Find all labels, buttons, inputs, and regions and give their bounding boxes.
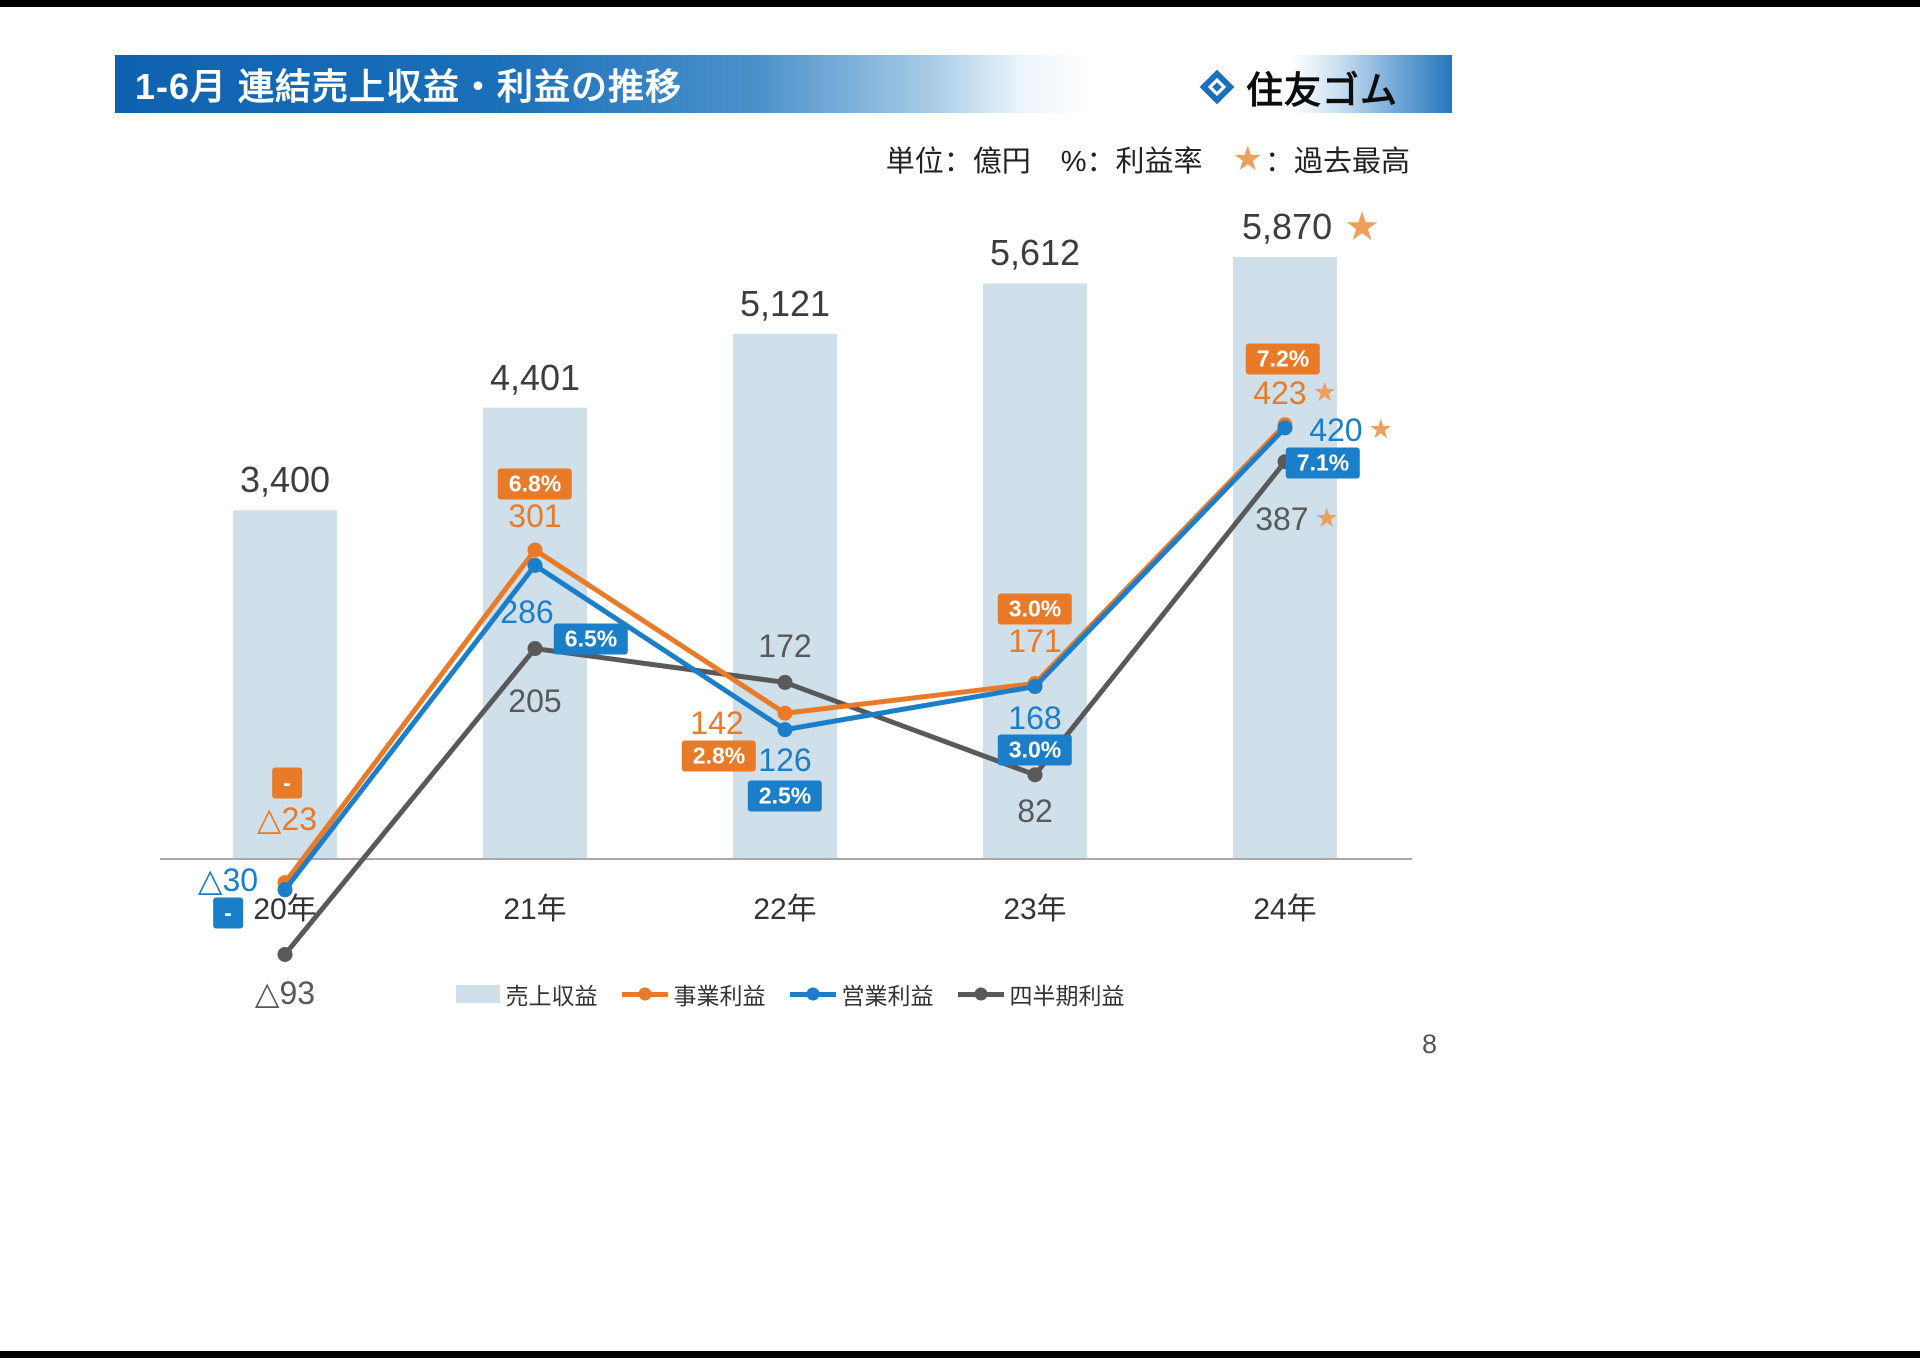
data-point: [1277, 420, 1293, 436]
data-point: [277, 882, 293, 898]
data-point: [527, 557, 543, 573]
legend-label: 売上収益: [505, 983, 598, 1009]
data-point: [777, 674, 793, 690]
chart-canvas: [160, 257, 1412, 962]
revenue-bar: [1233, 257, 1337, 859]
legend-label: 事業利益: [673, 983, 766, 1009]
record-high-note: ★ ：過去最高: [1233, 138, 1411, 180]
record-high-label: ：過去最高: [1264, 146, 1410, 178]
legend-bar-swatch: [455, 985, 500, 1003]
legend-line-dot: [974, 987, 987, 1001]
chart-legend: 売上収益 事業利益 営業利益 四半期利益: [430, 977, 1150, 1011]
data-point: [1027, 679, 1043, 695]
data-point: [777, 705, 793, 721]
data-point: [277, 946, 293, 962]
percent-note: %：利益率: [1060, 146, 1203, 178]
slide-background: 1-6月 連結売上収益・利益の推移 住友ゴム 単位：億円 %：利益率 ★ ：過去…: [0, 7, 1920, 1351]
company-logo: 住友ゴム: [1198, 65, 1398, 111]
diamond-logo-icon: [1198, 68, 1236, 106]
legend-line-marker: [621, 987, 668, 1001]
legend-line-marker: [957, 987, 1004, 1001]
legend-label: 営業利益: [841, 983, 934, 1009]
revenue-bar: [233, 510, 337, 859]
units-note: 単位：億円 %：利益率 ★ ：過去最高: [886, 138, 1410, 180]
star-icon: ★: [1232, 140, 1263, 178]
data-point: [527, 542, 543, 558]
data-point: [777, 722, 793, 738]
unit-note: 単位：億円: [885, 146, 1031, 178]
revenue-bar: [733, 333, 837, 859]
legend-line-dot: [806, 987, 819, 1001]
legend-label: 四半期利益: [1009, 983, 1125, 1009]
combo-chart: 3,400 4,401 5,121 5,612 5,870 ★ 20年 21年 22年 23年 24…: [0, 7, 1920, 1358]
legend-item: 営業利益: [789, 977, 934, 1011]
logo-text: 住友ゴム: [1246, 70, 1398, 111]
page-title: 1-6月 連結売上収益・利益の推移: [135, 66, 683, 107]
legend-item: 四半期利益: [957, 977, 1125, 1011]
legend-line-dot: [638, 987, 651, 1001]
data-point: [1027, 767, 1043, 783]
legend-item: 事業利益: [621, 977, 766, 1011]
revenue-bar: [483, 407, 587, 859]
legend-item: 売上収益: [455, 977, 598, 1011]
legend-line-marker: [789, 987, 836, 1001]
page-number: 8: [1422, 1029, 1438, 1059]
data-point: [1277, 454, 1293, 470]
data-point: [527, 641, 543, 657]
